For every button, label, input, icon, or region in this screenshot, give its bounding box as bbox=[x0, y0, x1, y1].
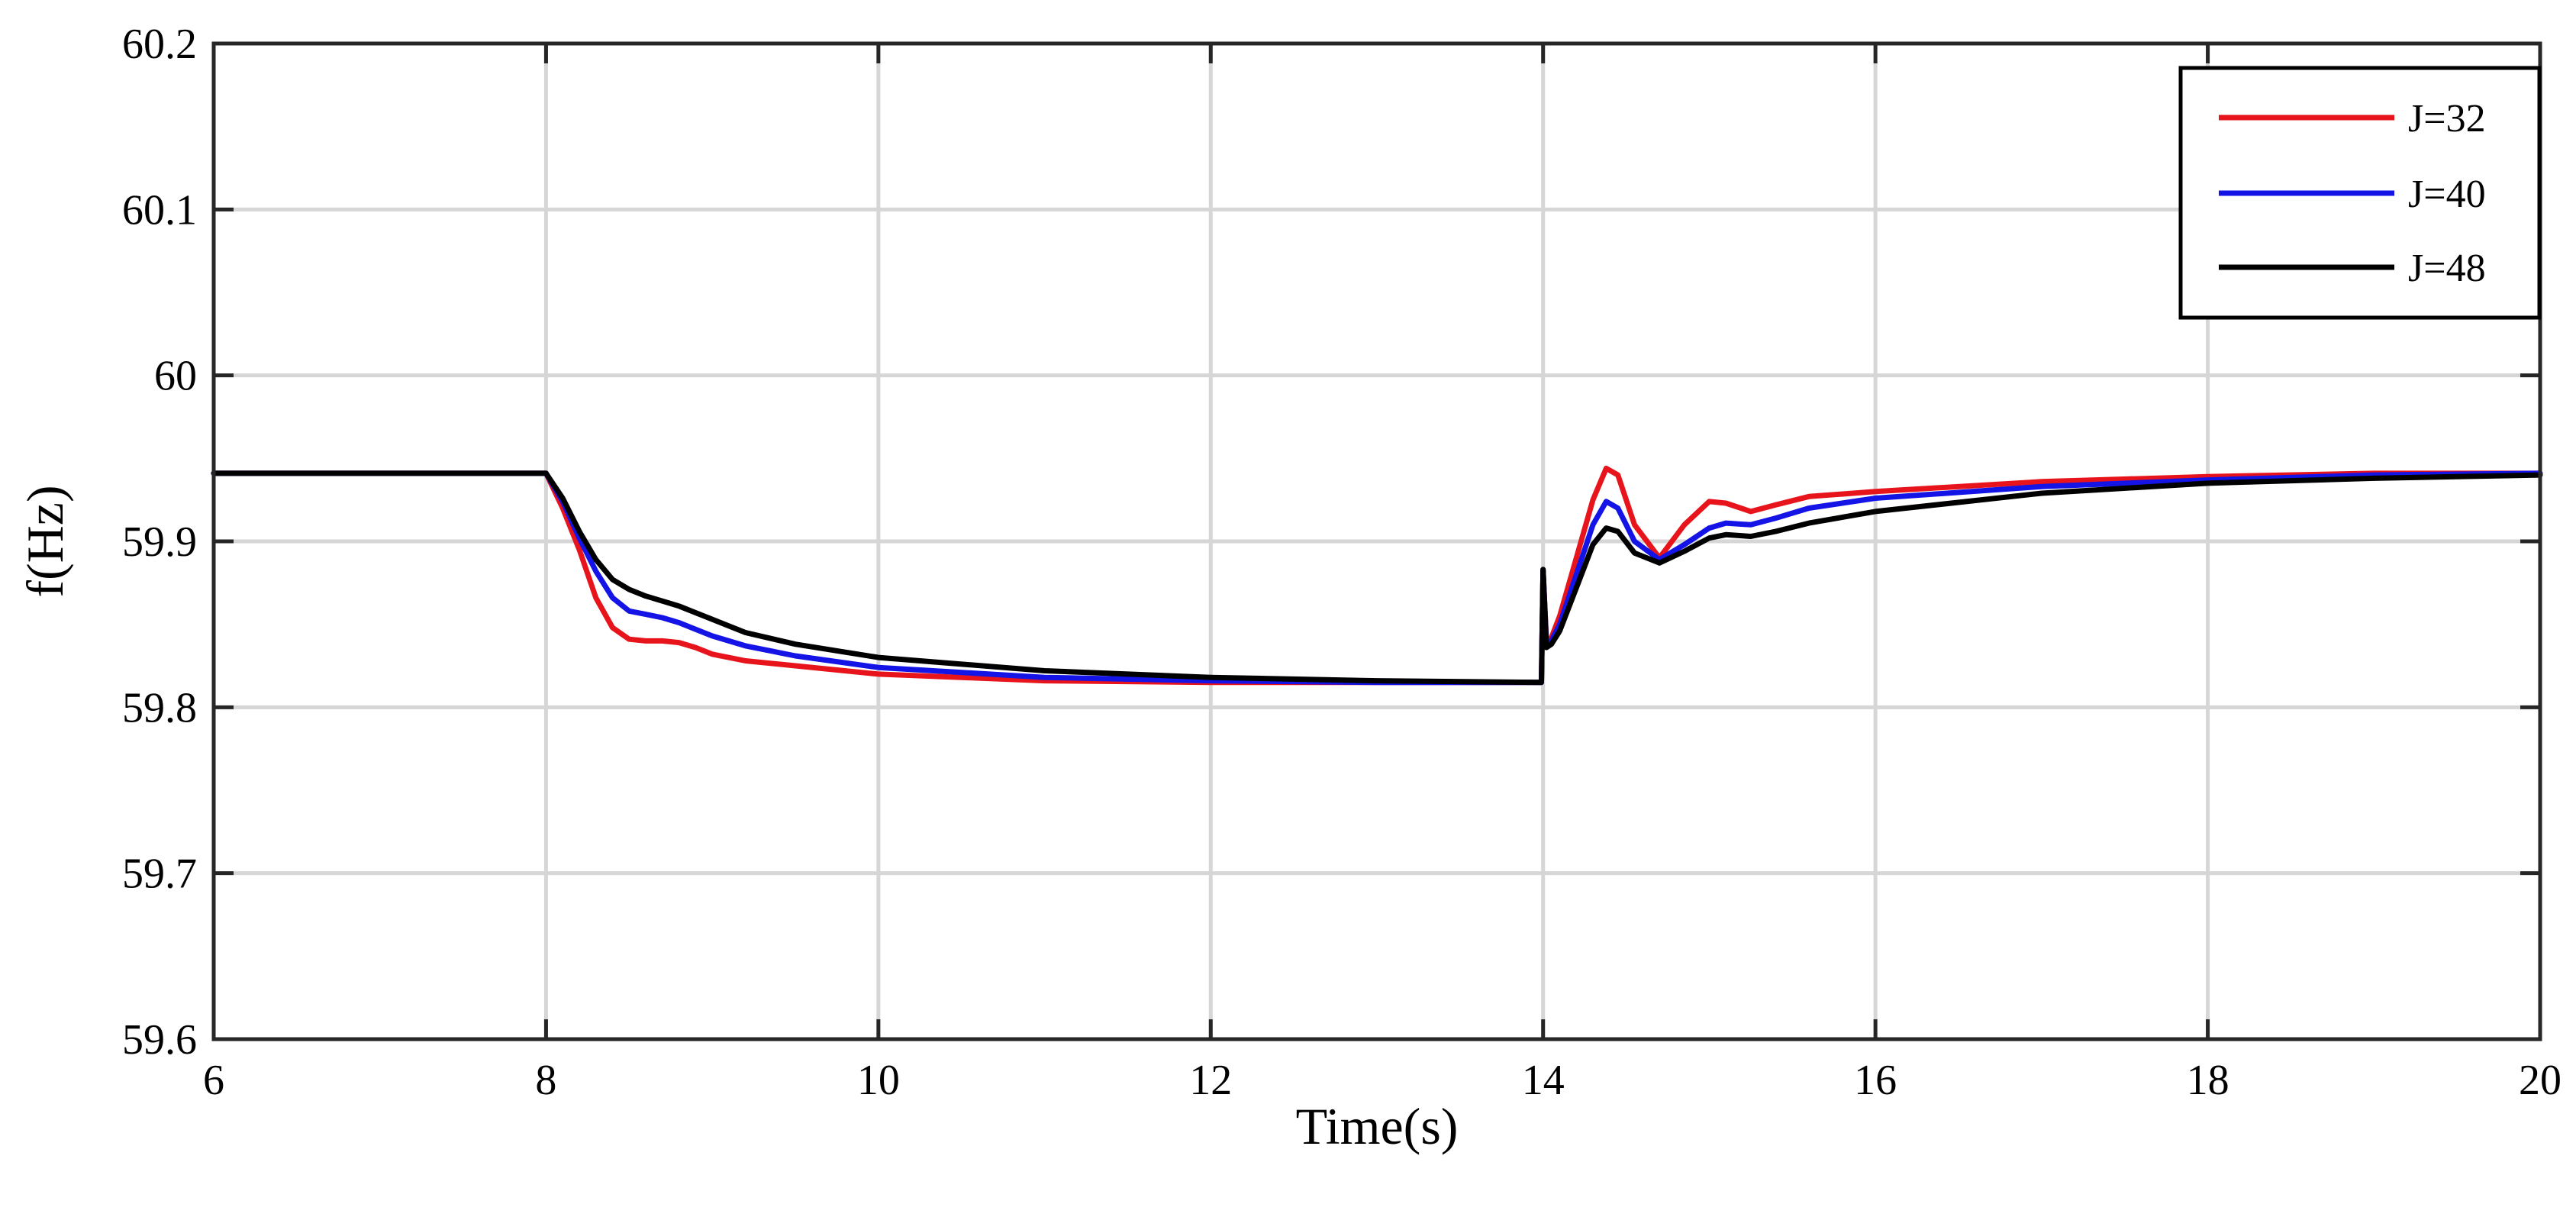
legend-label: J=40 bbox=[2408, 173, 2486, 216]
y-tick-label: 59.8 bbox=[122, 684, 197, 731]
y-tick-label: 60.2 bbox=[122, 21, 197, 68]
legend: J=32 J=40 J=48 bbox=[2178, 66, 2542, 320]
x-tick-labels: 6 8 10 12 14 16 18 20 bbox=[203, 1057, 2561, 1104]
x-tick-label: 14 bbox=[1522, 1057, 1565, 1104]
x-tick-label: 18 bbox=[2187, 1057, 2229, 1104]
series-line-j-48 bbox=[211, 470, 2543, 686]
y-tick-label: 59.7 bbox=[122, 851, 197, 898]
y-axis-title: f(Hz) bbox=[16, 485, 74, 597]
x-axis-title: Time(s) bbox=[1296, 1097, 1459, 1155]
x-tick-label: 16 bbox=[1854, 1057, 1897, 1104]
x-tick-label: 8 bbox=[535, 1057, 556, 1104]
x-tick-label: 20 bbox=[2519, 1057, 2561, 1104]
y-tick-label: 60.1 bbox=[122, 186, 197, 234]
y-tick-label: 60 bbox=[154, 353, 197, 400]
series-lines bbox=[211, 465, 2543, 686]
x-tick-label: 10 bbox=[857, 1057, 900, 1104]
y-tick-labels: 59.6 59.7 59.8 59.9 60 60.1 60.2 bbox=[122, 21, 197, 1064]
y-tick-label: 59.9 bbox=[122, 518, 197, 566]
x-tick-label: 6 bbox=[203, 1057, 224, 1104]
legend-label: J=32 bbox=[2408, 97, 2486, 140]
axis-ticks bbox=[211, 41, 2542, 1041]
y-tick-label: 59.6 bbox=[122, 1016, 197, 1064]
x-tick-label: 12 bbox=[1189, 1057, 1232, 1104]
legend-label: J=48 bbox=[2408, 247, 2486, 290]
